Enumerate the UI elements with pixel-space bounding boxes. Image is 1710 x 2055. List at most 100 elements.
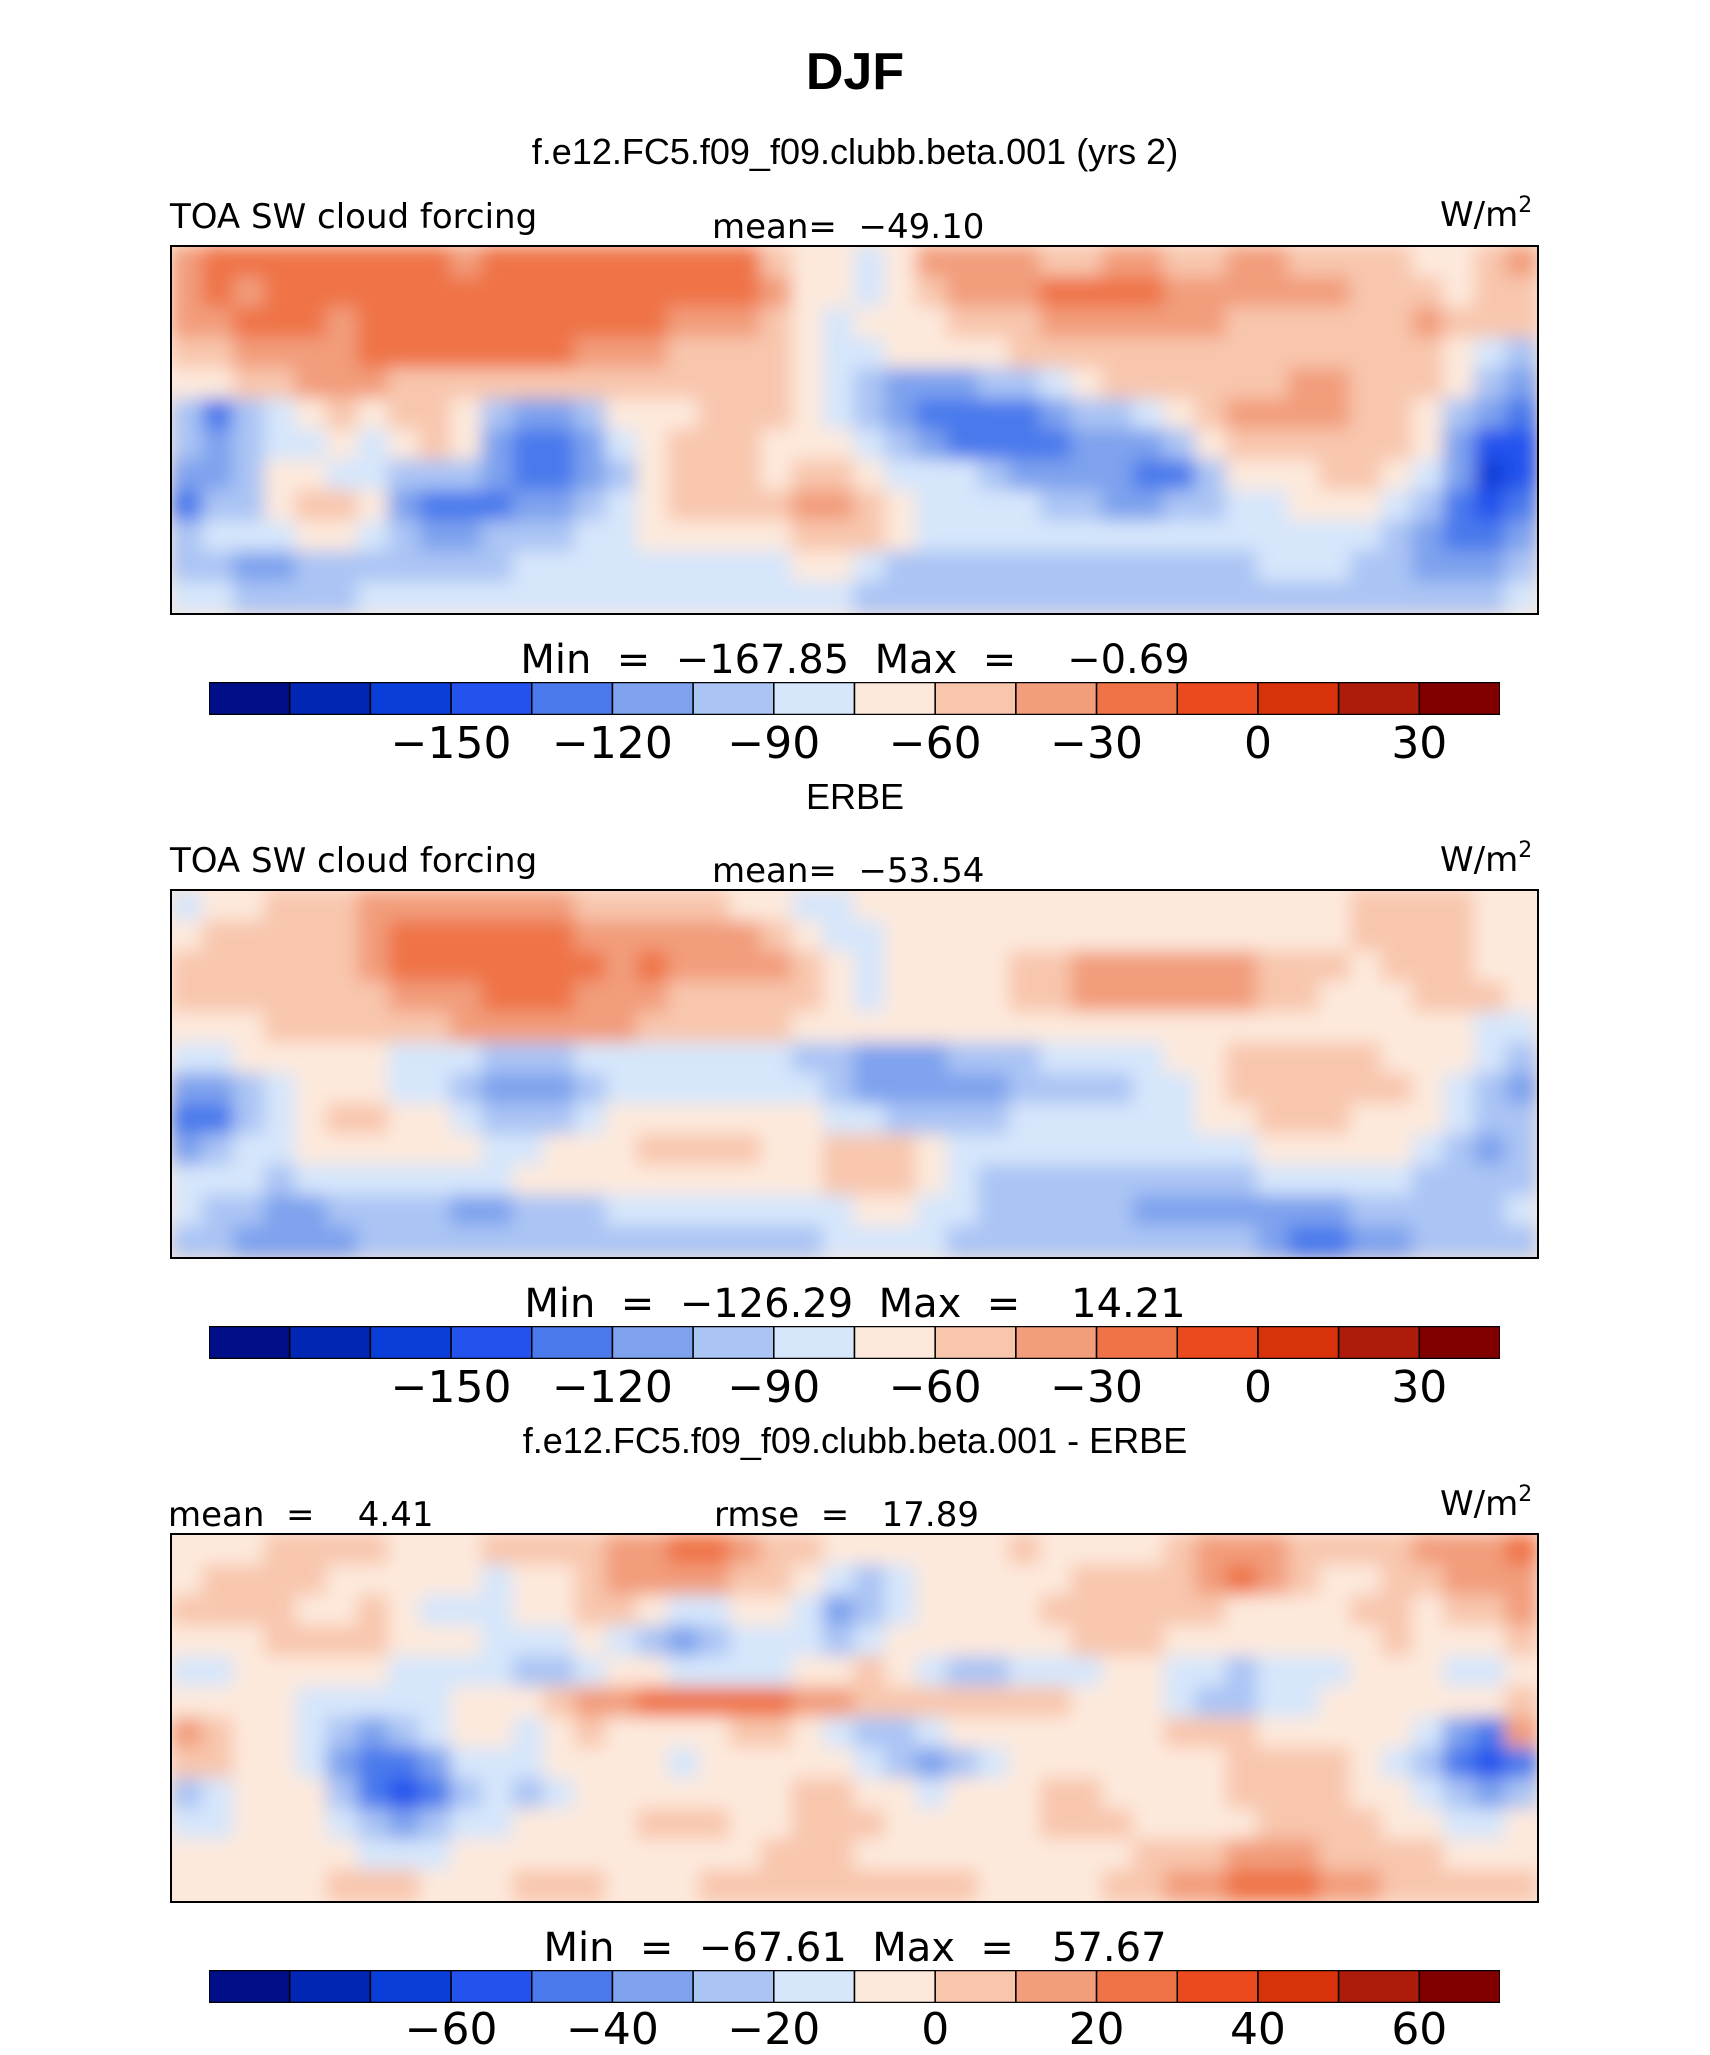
field-cell [1132,1042,1166,1075]
field-cell [884,1656,918,1689]
field-cell [1101,1103,1135,1136]
field-cell [760,1869,794,1901]
field-cell [760,1073,794,1106]
field-cell [202,1839,235,1872]
field-cell [357,1869,391,1901]
field-cell [481,581,515,613]
field-cell [1101,1535,1135,1567]
panel2-map [170,889,1539,1259]
field-cell [977,459,1011,492]
field-cell [822,891,856,923]
field-cell [357,1564,391,1597]
field-cell [357,276,391,309]
field-cell [729,1535,763,1567]
field-cell [853,368,887,401]
field-cell [419,1717,453,1750]
field-cell [667,1195,701,1228]
field-cell [605,1134,639,1167]
field-cell [450,1564,484,1597]
panel1-map [170,245,1539,615]
field-cell [698,307,732,340]
field-cell [1039,981,1073,1014]
field-cell [791,920,825,953]
field-cell [1039,1225,1073,1257]
field-cell [1442,1535,1476,1567]
field-cell [1194,981,1228,1014]
field-cell [419,1686,453,1719]
field-cell [233,1012,266,1045]
colorbar-tick-label: −150 [390,718,512,769]
field-cell [574,307,608,340]
field-cell [1070,429,1104,462]
field-cell [543,429,577,462]
field-cell [760,276,794,309]
field-cell [233,1073,266,1106]
field-cell [1287,1073,1321,1106]
field-cell [295,1625,329,1658]
field-cell [512,1625,546,1658]
field-cell [1287,1225,1321,1257]
field-cell [946,1012,980,1045]
field-cell [1380,581,1414,613]
field-cell [977,1686,1011,1719]
field-cell [388,1225,422,1257]
field-cell [1008,276,1042,309]
field-cell [264,1225,298,1257]
field-cell [1039,1717,1073,1750]
field-cell [1349,1686,1383,1719]
field-cell [172,581,204,613]
field-cell [1318,1808,1352,1841]
field-cell [1194,1564,1228,1597]
field-cell [481,551,515,584]
field-cell [636,1042,670,1075]
field-cell [1380,337,1414,370]
field-cell [512,429,546,462]
field-cell [1287,581,1321,613]
field-cell [233,247,266,279]
field-cell [512,981,546,1014]
panel1-units-text: W/m [1440,195,1519,235]
field-cell [977,429,1011,462]
field-cell [729,459,763,492]
field-cell [1225,1869,1259,1901]
field-cell [1101,398,1135,431]
field-cell [388,490,422,523]
field-cell [1442,1625,1476,1658]
field-cell [1349,490,1383,523]
colorbar-tick-label: −20 [727,2004,821,2055]
field-cell [1256,1195,1290,1228]
field-cell [1411,1869,1445,1901]
field-cell [512,247,546,279]
field-cell [636,1595,670,1628]
field-cell [388,276,422,309]
field-cell [326,951,360,984]
colorbar-swatch [1257,1326,1340,1359]
field-cell [822,1195,856,1228]
field-cell [884,337,918,370]
field-cell [1008,1656,1042,1689]
field-cell [884,247,918,279]
field-cell [1194,1535,1228,1567]
field-cell [667,307,701,340]
field-cell [1349,951,1383,984]
field-cell [357,1686,391,1719]
field-cell [481,1225,515,1257]
field-cell [295,1134,329,1167]
field-cell [1380,307,1414,340]
field-cell [1070,520,1104,553]
field-cell [822,1717,856,1750]
field-cell [791,1535,825,1567]
field-cell [1318,1625,1352,1658]
field-cell [1163,247,1197,279]
field-cell [1101,247,1135,279]
field-cell [698,398,732,431]
field-cell [357,1535,391,1567]
field-cell [264,459,298,492]
field-cell [295,490,329,523]
field-cell [172,307,204,340]
field-cell [760,1195,794,1228]
field-cell [264,1564,298,1597]
field-cell [667,520,701,553]
field-cell [1039,1103,1073,1136]
field-cell [915,459,949,492]
